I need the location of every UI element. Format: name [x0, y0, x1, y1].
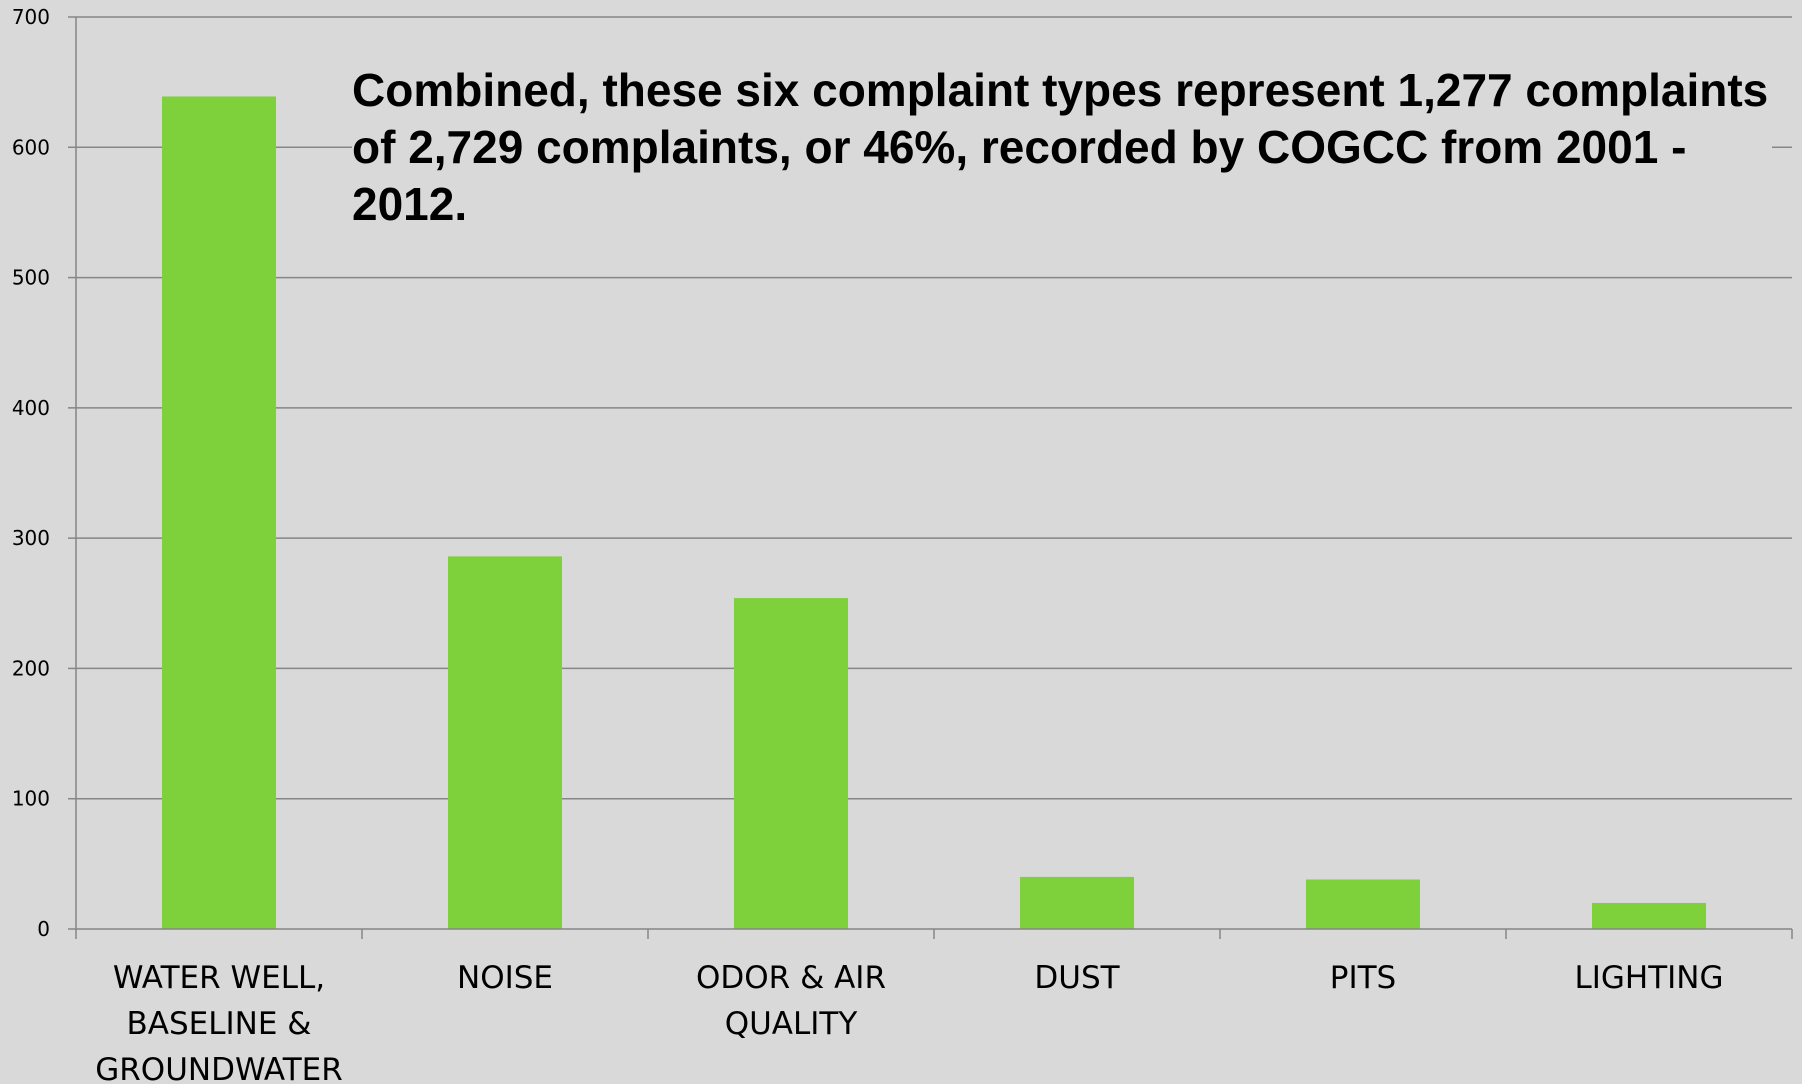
bars	[162, 96, 1706, 929]
x-category-label-0: WATER WELL, BASELINE & GROUNDWATER	[95, 960, 343, 1084]
y-tick-label: 700	[12, 5, 50, 29]
y-tick-label: 600	[12, 135, 50, 159]
x-category-label-1: NOISE	[457, 960, 553, 996]
y-tick-label: 400	[12, 396, 50, 420]
x-category-label-3: DUST	[1034, 960, 1120, 996]
y-tick-label: 100	[12, 787, 50, 811]
bar-5	[1592, 902, 1706, 929]
chart-annotation: Combined, these six complaint types repr…	[352, 62, 1772, 239]
labels: 0 100 200 300 400 500 600 700 WATER WELL, BASELIN…	[12, 5, 1724, 1084]
y-tick-label: 300	[12, 526, 50, 550]
bar-0	[162, 96, 276, 929]
bar-2	[734, 598, 848, 929]
bar-3	[1020, 876, 1134, 929]
axes	[68, 16, 1793, 939]
y-tick-label: 200	[12, 656, 50, 680]
bar-1	[448, 556, 562, 929]
y-tick-label: 0	[37, 917, 50, 941]
y-tick-label: 500	[12, 266, 50, 290]
x-category-label-5: LIGHTING	[1574, 960, 1723, 996]
x-category-label-2: ODOR & AIR QUALITY	[696, 960, 886, 1042]
bar-4	[1306, 879, 1420, 929]
x-category-label-4: PITS	[1330, 960, 1396, 996]
